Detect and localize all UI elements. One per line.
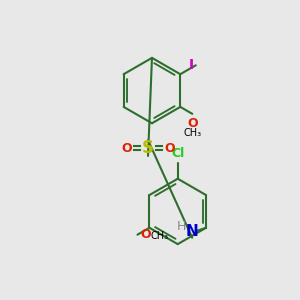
Text: CH₃: CH₃ (183, 128, 201, 138)
Text: O: O (121, 142, 131, 154)
Text: O: O (187, 117, 198, 130)
Text: O: O (164, 142, 175, 154)
Text: N: N (186, 224, 199, 239)
Text: I: I (189, 58, 194, 72)
Text: Cl: Cl (171, 147, 184, 160)
Text: CH₃: CH₃ (150, 231, 168, 241)
Text: S: S (142, 139, 154, 157)
Text: O: O (140, 228, 151, 241)
Text: H: H (177, 220, 186, 233)
